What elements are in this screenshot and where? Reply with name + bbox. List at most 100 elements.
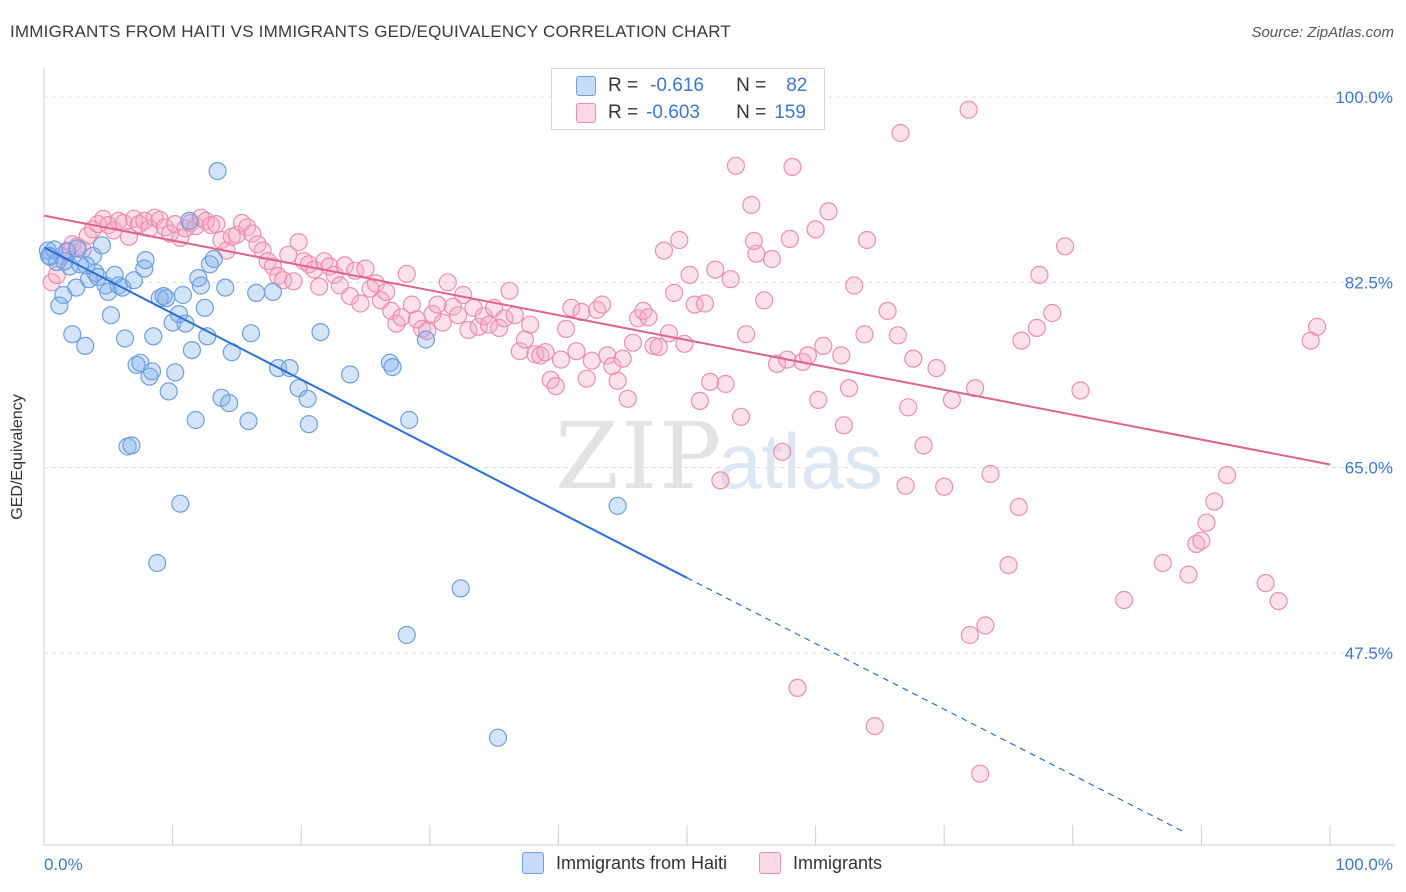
pink-swatch-icon (759, 852, 782, 874)
haiti-point (400, 410, 419, 430)
immigrants-point (253, 241, 272, 260)
tick-labels: 47.5% 65.0% 82.5% 100.0% 0.0% 100.0% (44, 88, 1393, 874)
immigrants-point (577, 369, 596, 388)
immigrants-point (857, 230, 877, 250)
x-tick-label-min: 0.0% (44, 855, 83, 874)
haiti-point (92, 236, 112, 255)
chart-title: IMMIGRANTS FROM HAITI VS IMMIGRANTS GED/… (10, 22, 731, 41)
immigrants-point (999, 555, 1018, 575)
y-tick-label: 100.0% (1335, 88, 1393, 107)
immigrants-point (664, 283, 684, 302)
immigrants-point (1256, 573, 1275, 593)
immigrants-point (839, 379, 859, 398)
legend-label-immigrants: Immigrants (793, 852, 883, 873)
immigrants-point (1205, 492, 1224, 511)
immigrants-point (598, 346, 617, 365)
immigrants-point (935, 477, 954, 496)
immigrants-trend-line (43, 214, 1331, 466)
haiti-point (208, 162, 227, 181)
immigrants-point (762, 249, 782, 269)
immigrants-point (780, 229, 800, 248)
immigrants-point (716, 374, 735, 394)
immigrants-point (695, 294, 715, 313)
haiti-point (186, 410, 205, 430)
immigrants-point (1115, 590, 1134, 610)
immigrants-point (700, 372, 720, 391)
series-haiti-points (38, 162, 627, 747)
haiti-point (180, 211, 199, 230)
immigrants-point (166, 215, 185, 234)
haiti-point (171, 494, 190, 513)
immigrants-point (207, 215, 226, 234)
immigrants-point (356, 259, 375, 278)
immigrants-point (721, 270, 740, 289)
immigrants-point (623, 333, 643, 352)
immigrants-point (834, 416, 854, 435)
haiti-point (122, 436, 141, 455)
y-tick-label: 65.0% (1345, 459, 1393, 478)
haiti-point (154, 287, 173, 306)
immigrants-point (649, 337, 668, 356)
immigrants-point (608, 371, 627, 390)
immigrants-point (726, 156, 746, 175)
watermark: ZIP atlas (555, 403, 883, 510)
immigrants-point (1179, 565, 1198, 584)
haiti-point (159, 382, 178, 401)
immigrants-point (659, 324, 679, 343)
haiti-point (142, 362, 162, 381)
immigrants-point (737, 325, 756, 344)
immigrants-point (742, 195, 761, 215)
immigrants-point (888, 326, 908, 345)
haiti-point (263, 282, 282, 301)
immigrants-point (562, 298, 581, 317)
haiti-point (341, 365, 360, 384)
haiti-point (189, 269, 208, 288)
haiti-trend-line (43, 246, 688, 579)
immigrants-point (914, 436, 933, 455)
immigrants-point (377, 282, 396, 301)
haiti-trend-extension (686, 577, 1183, 832)
immigrants-point (47, 265, 67, 284)
pink-swatch-icon (576, 103, 596, 123)
haiti-point (204, 249, 223, 269)
immigrants-point (1012, 331, 1031, 350)
blue-swatch-icon (522, 852, 544, 874)
immigrants-point (806, 220, 825, 239)
immigrants-point (744, 231, 764, 251)
immigrants-point (392, 308, 411, 327)
immigrants-point (1027, 318, 1046, 337)
legend-row-immigrants: R = -0.603 N = 159 (576, 101, 806, 125)
immigrants-point (587, 300, 607, 319)
source-label: Source: ZipAtlas.com (1251, 24, 1394, 41)
immigrants-point (459, 320, 478, 340)
immigrants-point (899, 398, 918, 417)
haiti-point (50, 296, 69, 315)
immigrants-point (1043, 303, 1062, 323)
immigrants-point (927, 359, 946, 378)
immigrants-point (1197, 513, 1216, 532)
immigrants-point (582, 351, 601, 370)
immigrants-point (971, 764, 990, 783)
immigrants-point (243, 224, 262, 243)
immigrants-point (500, 281, 519, 300)
n-label: N = (736, 102, 767, 123)
haiti-point (124, 271, 144, 290)
immigrants-point (832, 346, 851, 365)
watermark-zip: ZIP (555, 403, 723, 510)
haiti-point (241, 324, 261, 343)
haiti-point (195, 298, 214, 317)
immigrants-point (731, 407, 751, 426)
immigrants-point (960, 625, 980, 645)
legend-item-immigrants: Immigrants (759, 852, 882, 874)
immigrants-point (845, 276, 864, 295)
immigrants-point (613, 349, 632, 368)
r-label: R = (608, 102, 639, 123)
immigrants-point (397, 264, 416, 283)
immigrants-point (767, 354, 787, 373)
immigrants-point (531, 346, 550, 365)
haiti-point (397, 625, 416, 645)
haiti-point (55, 252, 74, 271)
haiti-point (451, 579, 470, 598)
immigrants-point (1055, 237, 1075, 256)
immigrants-point (361, 279, 380, 298)
